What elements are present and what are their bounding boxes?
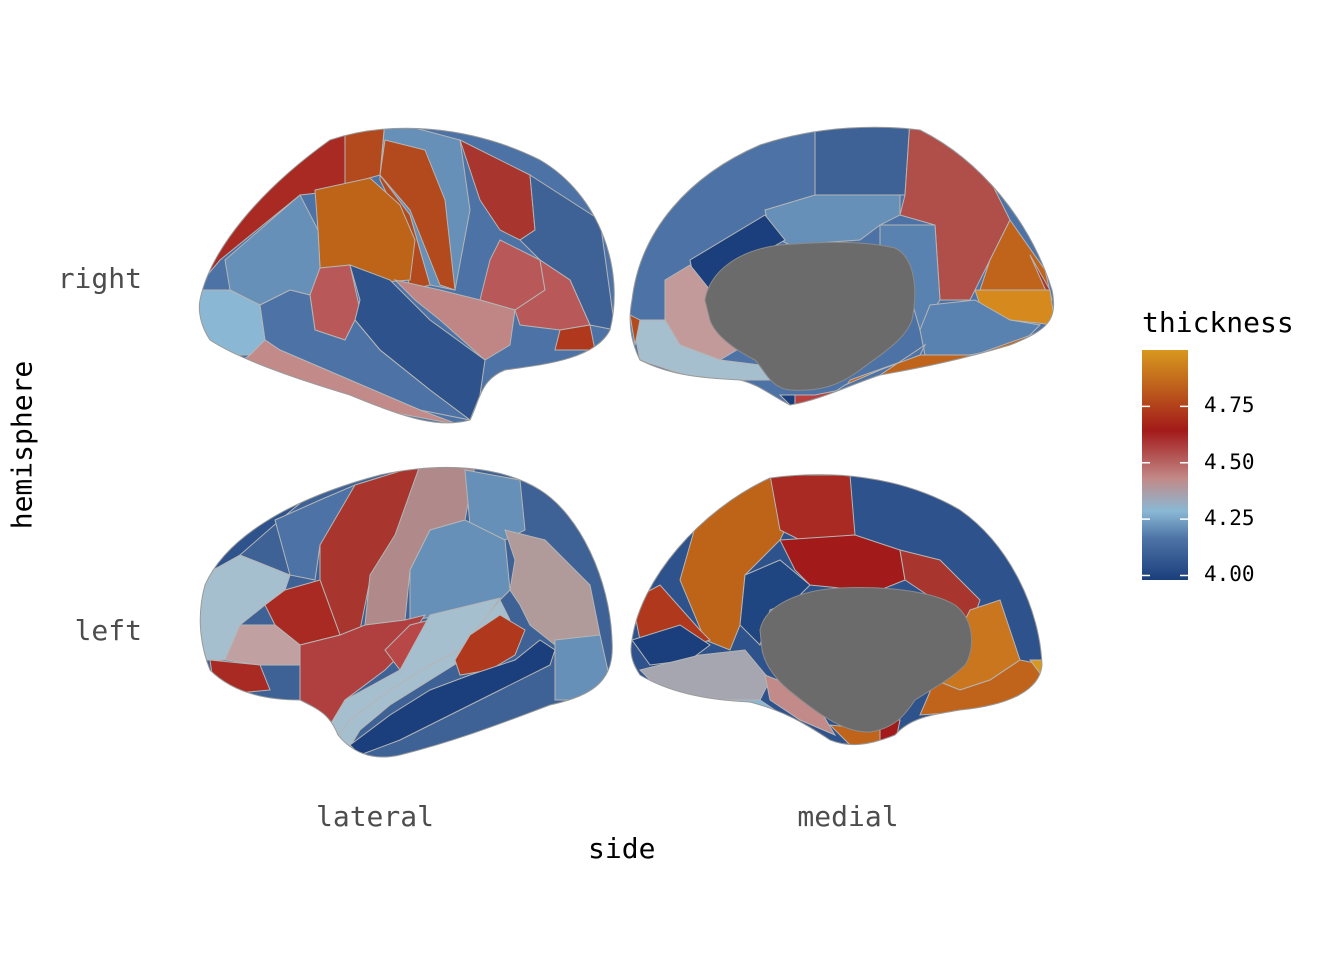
region <box>393 279 516 361</box>
row-label-right: right <box>57 262 142 295</box>
panel-left-lateral <box>200 467 613 758</box>
col-label-lateral: lateral <box>315 800 434 833</box>
legend-title: thickness <box>1142 306 1294 339</box>
region <box>554 634 611 701</box>
region <box>814 127 911 196</box>
row-label-left: left <box>74 614 142 647</box>
region <box>454 614 526 676</box>
panel-outlines <box>198 126 1055 758</box>
region <box>504 529 601 646</box>
legend-tick-label: 4.50 <box>1204 449 1255 474</box>
region <box>631 624 711 666</box>
legend-tick-label: 4.25 <box>1204 506 1255 531</box>
legend-colorbar <box>1142 350 1188 580</box>
panel-right-lateral <box>199 128 615 423</box>
medial-wall-left <box>759 587 973 733</box>
region <box>514 258 591 331</box>
region <box>769 474 856 541</box>
region <box>334 599 511 756</box>
x-axis-title: side <box>588 832 656 865</box>
legend-ticks <box>1142 405 1188 577</box>
region <box>630 314 641 346</box>
medial-wall-right <box>704 241 916 391</box>
y-axis-title: hemisphere <box>5 360 39 530</box>
col-label-medial: medial <box>797 800 899 833</box>
legend-tick-label: 4.75 <box>1204 393 1255 418</box>
legend-tick-label: 4.00 <box>1204 562 1255 587</box>
region <box>778 394 796 405</box>
region <box>379 139 456 291</box>
